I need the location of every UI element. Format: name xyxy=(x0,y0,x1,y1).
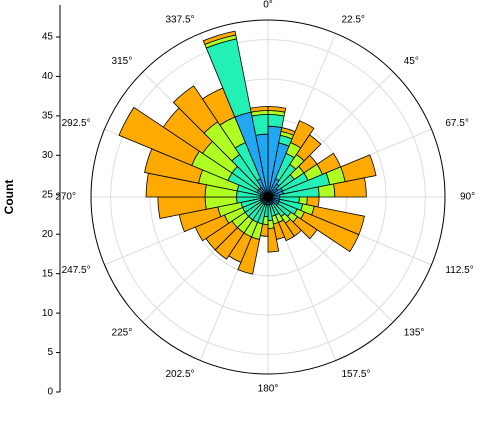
bar-segment xyxy=(237,236,261,275)
y-tick-label: 25 xyxy=(42,189,54,200)
angular-tick-label: 270° xyxy=(55,192,76,203)
bar-segment xyxy=(267,113,285,129)
y-tick-label: 0 xyxy=(47,387,53,398)
bar-segment xyxy=(292,216,318,240)
angular-tick-label: 202.5° xyxy=(165,369,194,380)
bar-segment xyxy=(118,106,200,166)
bar-segment xyxy=(249,106,269,113)
y-tick-label: 10 xyxy=(42,308,54,319)
bar-segment xyxy=(267,106,287,113)
angular-tick-label: 292.5° xyxy=(62,118,91,129)
y-tick-label: 40 xyxy=(42,71,54,82)
y-tick-label: 35 xyxy=(42,111,54,122)
angular-tick-label: 337.5° xyxy=(165,14,194,25)
angular-tick-label: 90° xyxy=(460,192,475,203)
bar-segment xyxy=(290,120,315,149)
angular-tick-label: 180° xyxy=(258,384,279,395)
y-tick-label: 45 xyxy=(42,32,54,43)
bar-segment xyxy=(333,177,367,198)
angular-tick-label: 22.5° xyxy=(341,14,364,25)
bar-segment xyxy=(295,134,322,162)
angular-tick-label: 67.5° xyxy=(445,118,468,129)
bar-segment xyxy=(300,211,360,253)
angular-tick-label: 112.5° xyxy=(445,265,473,276)
y-tick-label: 5 xyxy=(47,347,53,358)
y-axis-label: Count xyxy=(2,180,16,215)
y-tick-label: 30 xyxy=(42,150,54,161)
bar-segment xyxy=(267,219,275,229)
bar-segment xyxy=(172,85,219,134)
angular-tick-label: 247.5° xyxy=(62,265,91,276)
polar-outline xyxy=(90,19,446,375)
bar-segment xyxy=(202,30,237,45)
angular-tick-label: 45° xyxy=(404,56,419,67)
angular-tick-label: 315° xyxy=(112,56,133,67)
angular-tick-label: 0° xyxy=(263,0,273,11)
angular-tick-label: 225° xyxy=(112,327,133,338)
bar-segment xyxy=(278,219,295,242)
bar-segment xyxy=(340,154,377,183)
angular-tick-label: 135° xyxy=(404,327,425,338)
y-tick-label: 15 xyxy=(42,268,54,279)
bar-segment xyxy=(267,227,280,253)
angular-tick-label: 157.5° xyxy=(341,369,370,380)
y-tick-label: 20 xyxy=(42,229,54,240)
